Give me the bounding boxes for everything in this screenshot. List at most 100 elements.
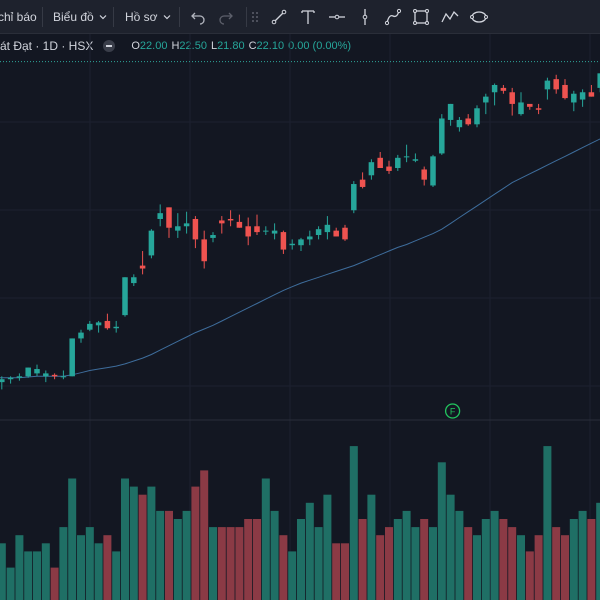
moving-average-line [0,138,600,379]
event-marker-label: F [450,407,456,417]
candle [210,232,216,243]
chart-area[interactable]: F [0,34,600,600]
text-icon[interactable] [295,0,321,34]
candle [183,211,190,234]
volume-bar [288,551,297,600]
toolbar-divider [246,7,247,27]
candle [439,114,445,155]
candle [597,73,600,93]
candle-body [562,84,568,99]
volume-bar [191,486,200,600]
volume-bar [376,535,385,600]
volume-bar [332,543,341,600]
candle-body [500,87,507,91]
candle-body [439,118,445,154]
high-label: H [171,40,180,52]
candle-body [456,119,463,128]
candle [403,144,410,163]
ellipse-icon[interactable] [466,0,492,34]
volume-bar [534,535,543,600]
volume-bar [103,535,112,600]
candle [474,105,480,128]
redo-icon[interactable] [213,0,239,34]
candle [192,216,199,249]
candle [447,103,454,126]
candle-body [113,326,119,329]
volume-bar [129,486,138,600]
candle [43,370,49,383]
candle [368,159,375,180]
volume-bar [6,567,15,600]
undo-icon[interactable] [185,0,211,34]
rectangle-icon[interactable] [408,0,434,34]
volume-bar [68,478,77,600]
candle [491,83,498,106]
volume-bar [297,519,305,600]
volume-bar [446,494,455,600]
candle-body [342,227,348,240]
toolbar-divider [42,7,43,27]
candle [60,370,67,380]
chart-type-label: Biểu đồ [53,10,94,24]
candle-body [535,108,542,110]
candle-body [263,230,269,232]
volume-bar [561,535,569,600]
candle [421,166,427,186]
volume-bar [209,527,217,600]
candle-body [7,377,14,380]
profile-button[interactable]: Hồ sơ [125,0,171,34]
candle [386,160,392,174]
candle [588,84,595,97]
event-marker[interactable]: F [444,403,461,419]
vertical-line-icon[interactable] [352,0,378,34]
trend-line-icon[interactable] [266,0,292,34]
candle [104,313,111,330]
candle [412,153,419,163]
volume-bar [226,527,235,600]
candle [430,154,436,187]
candle [562,79,568,100]
collapse-legend-icon[interactable] [103,40,116,52]
candle [25,367,31,378]
candle [87,320,93,332]
horizontal-ray-icon[interactable] [324,0,350,34]
chevron-down-icon [99,15,107,20]
candle-body [25,367,31,377]
candle-body [227,218,234,221]
volume-bar [490,510,499,600]
volume-bar [349,446,358,600]
candle [245,217,251,246]
candle-body [395,157,401,169]
symbol-name[interactable]: át Đạt · 1D · HSX [0,39,94,53]
candle [289,239,295,250]
candle-body [571,93,577,103]
grip-icon[interactable] [248,0,262,34]
candle [69,338,75,377]
candle-body [51,374,58,377]
volume-bar [279,535,288,600]
path-icon[interactable] [380,0,406,34]
candle [359,172,366,189]
candle-body [307,236,313,240]
candle [7,376,14,384]
polyline-icon[interactable] [437,0,463,34]
volume-bar [270,510,279,600]
candle [324,216,331,240]
candle [342,224,348,241]
candle [500,84,507,94]
candle-body [139,265,146,269]
indicators-button[interactable]: chỉ báo [0,0,37,34]
volume-bar [481,519,490,600]
candle-body [0,379,5,383]
volume-bar [33,551,41,600]
volume-bar [121,478,129,600]
chart-type-button[interactable]: Biểu đồ [53,0,107,34]
candle-body [148,230,155,256]
symbol-legend: át Đạt · 1D · HSX O 22.00 H 22.50 L 21.80 C… [0,38,351,54]
volume-bar [323,494,332,600]
volume-bar [0,543,6,600]
volume-bar [59,527,68,600]
candle-body [43,373,49,377]
candle-body [333,230,339,237]
candle-body [579,92,586,100]
